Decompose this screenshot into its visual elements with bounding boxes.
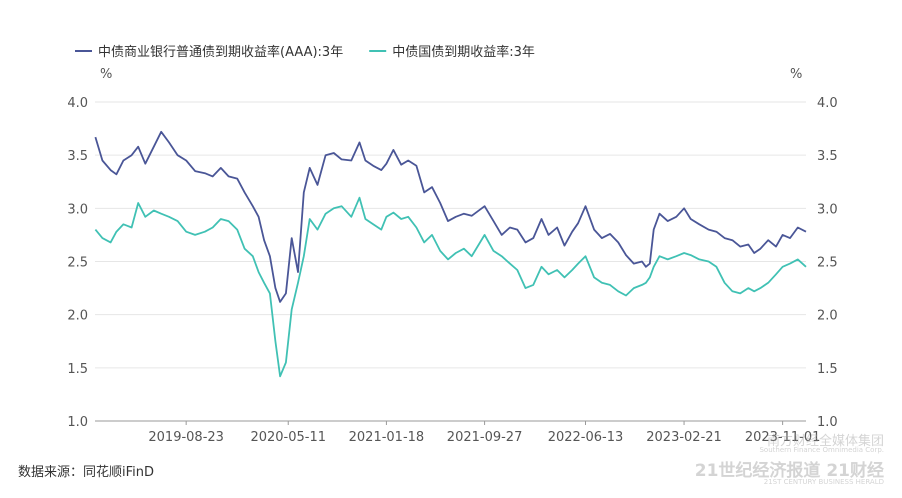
data-source-label: 数据来源：同花顺iFinD [18, 465, 155, 480]
y-tick-label-left: 1.5 [67, 362, 88, 377]
watermark-line1: 南方财经全媒体集团 [766, 434, 884, 449]
y-tick-label-right: 3.5 [817, 149, 838, 164]
x-tick-label: 2021-09-27 [447, 430, 523, 445]
y-tick-label-right: 1.0 [817, 415, 838, 430]
y-tick-label-right: 2.0 [817, 309, 838, 324]
y-tick-label-left: 1.0 [67, 415, 88, 430]
watermark-line2: Southern Finance Omnimedia Corp. [759, 446, 884, 454]
series-line-2 [94, 196, 807, 378]
y-tick-label-right: 1.5 [817, 362, 838, 377]
series-line-1 [94, 130, 807, 303]
y-unit-left: % [100, 67, 112, 82]
y-tick-label-left: 4.0 [67, 96, 88, 111]
y-tick-label-left: 3.0 [67, 202, 88, 217]
y-tick-label-right: 3.0 [817, 202, 838, 217]
legend-label-2: 中债国债到期收益率:3年 [392, 44, 535, 60]
legend-label-1: 中债商业银行普通债到期收益率(AAA):3年 [98, 44, 343, 60]
x-tick-label: 2019-08-23 [148, 430, 224, 445]
watermark-line3: 21世纪经济报道 21财经 [694, 461, 884, 481]
x-tick-label: 2022-06-13 [548, 430, 624, 445]
x-tick-label: 2020-05-11 [250, 430, 326, 445]
y-tick-label-left: 2.5 [67, 256, 88, 271]
y-tick-label-left: 2.0 [67, 309, 88, 324]
x-tick-label: 2023-11-01 [745, 430, 821, 445]
y-tick-label-right: 2.5 [817, 256, 838, 271]
y-tick-label-right: 4.0 [817, 96, 838, 111]
y-unit-right: % [790, 67, 802, 82]
x-tick-label: 2023-02-21 [646, 430, 722, 445]
x-tick-label: 2021-01-18 [349, 430, 425, 445]
watermark-line4: 21ST CENTURY BUSINESS HERALD [763, 478, 884, 486]
y-tick-label-left: 3.5 [67, 149, 88, 164]
